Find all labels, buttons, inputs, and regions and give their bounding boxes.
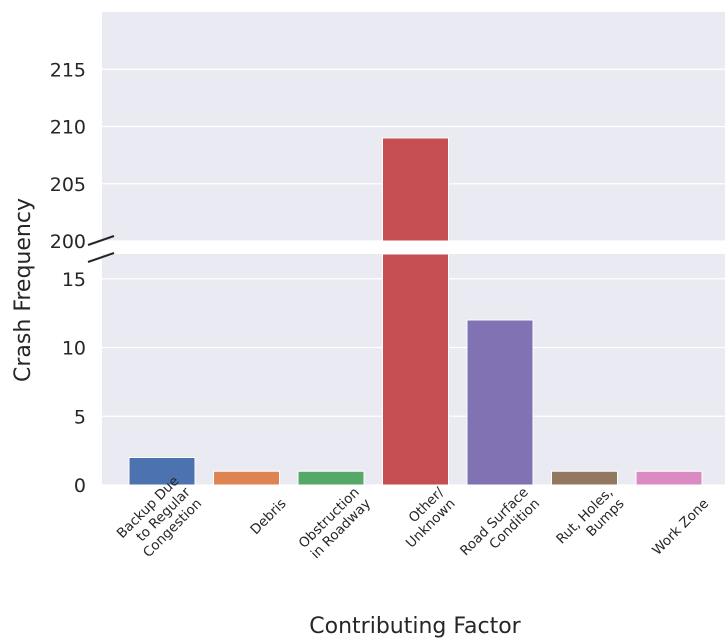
- y-tick-label: 210: [50, 117, 86, 139]
- y-tick-label: 15: [62, 269, 86, 291]
- y-tick-label: 0: [74, 475, 86, 497]
- x-tick-labels: Backup Dueto RegularCongestion Debris Obst…: [114, 473, 712, 570]
- x-tick-label: Other/Unknown: [392, 484, 459, 551]
- y-tick-labels: 200 205 210 215 0 5 10 15: [50, 59, 86, 497]
- break-mark: [87, 235, 115, 246]
- x-tick-label: Rut, Holes,Bumps: [553, 484, 627, 558]
- bar: [635, 470, 703, 486]
- y-tick-label: 215: [50, 59, 86, 81]
- bar: [297, 470, 365, 486]
- y-tick-label: 200: [50, 231, 86, 253]
- bar: [551, 470, 618, 486]
- bar: [466, 319, 534, 486]
- x-tick-label: Road SurfaceCondition: [457, 484, 543, 570]
- x-tick-label: Obstructionin Roadway: [296, 484, 374, 562]
- bar: [213, 470, 280, 486]
- x-tick-label: Work Zone: [649, 496, 712, 559]
- y-tick-label: 205: [50, 174, 86, 196]
- y-axis-label: Crash Frequency: [11, 198, 36, 382]
- y-tick-label: 5: [74, 406, 86, 428]
- bar: [128, 457, 196, 486]
- break-mark: [87, 252, 115, 263]
- y-tick-label: 10: [62, 338, 86, 360]
- bar-upper-segment: [382, 137, 449, 242]
- x-axis-label: Contributing Factor: [309, 614, 521, 639]
- x-tick-label: Backup Dueto RegularCongestion: [114, 473, 206, 565]
- bar: [382, 253, 449, 486]
- axis-break-marks: [87, 235, 115, 263]
- x-tick-label: Debris: [247, 496, 289, 538]
- bars: [128, 137, 703, 486]
